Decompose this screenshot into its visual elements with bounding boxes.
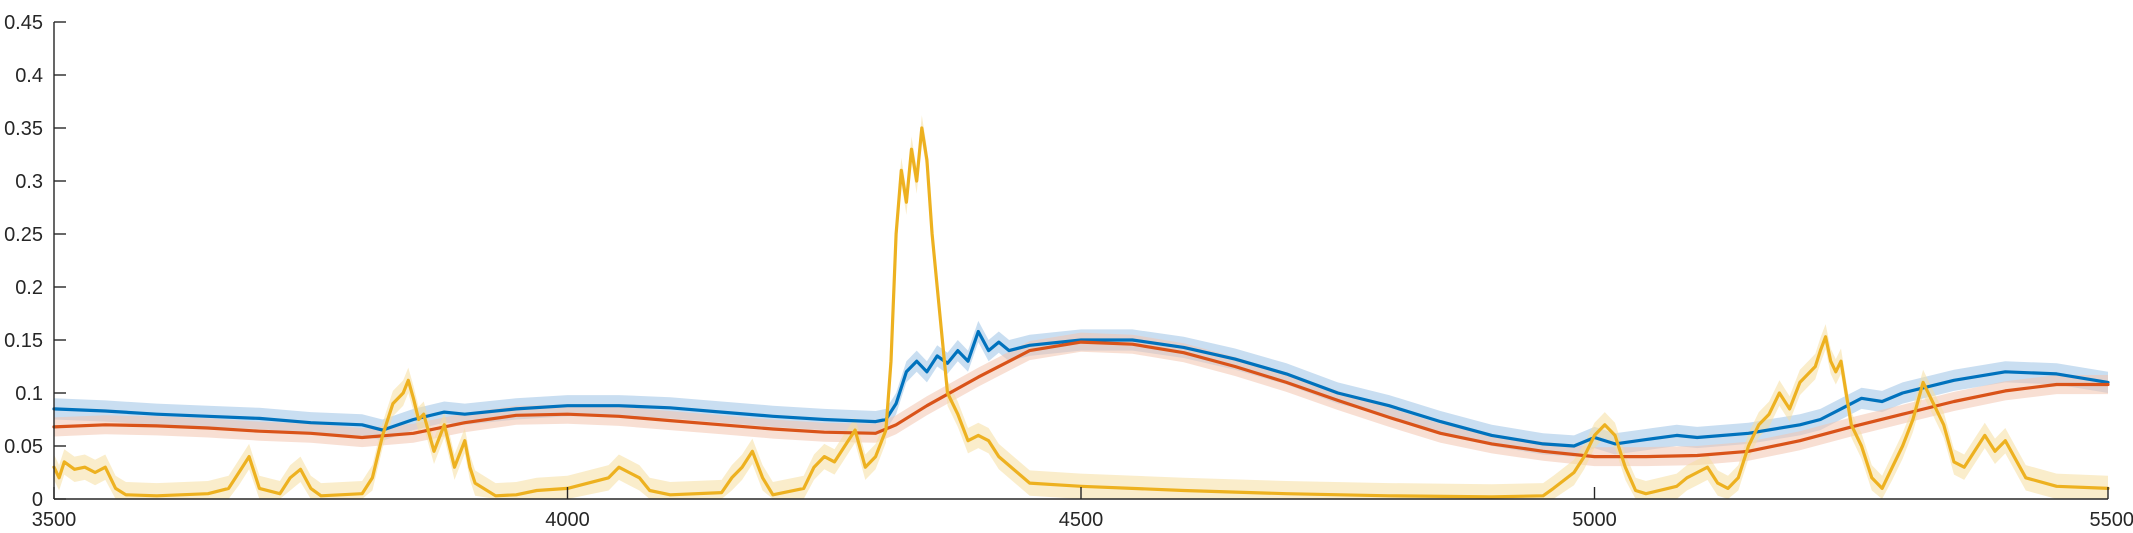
y-tick-label: 0.2 [15, 277, 43, 299]
y-tick-label: 0.05 [4, 436, 43, 458]
y-tick-label: 0.35 [4, 118, 43, 140]
series-3-line [52, 126, 2110, 499]
y-tick-label: 0.3 [15, 171, 43, 193]
x-axis-ticks: 3500 4000 4500 5000 5500 [32, 487, 2133, 531]
y-tick-label: 0.45 [4, 12, 43, 34]
x-tick-label: 4000 [545, 509, 590, 531]
series-2-band [54, 332, 2108, 467]
series-lines [52, 126, 2110, 499]
x-tick-label: 5500 [2090, 509, 2133, 531]
series-2-line [52, 340, 2110, 459]
y-axis-ticks: 0 0.05 0.1 0.15 0.2 0.25 0.3 0.35 0.4 0.45 [4, 12, 66, 511]
y-tick-label: 0.15 [4, 330, 43, 352]
confidence-bands [54, 115, 2108, 500]
x-tick-label: 5000 [1572, 509, 1617, 531]
y-tick-label: 0.4 [15, 65, 43, 87]
x-tick-label: 4500 [1059, 509, 1104, 531]
y-tick-label: 0.25 [4, 224, 43, 246]
x-tick-label: 3500 [32, 509, 77, 531]
axes: 3500 4000 4500 5000 5500 0 0.05 0.1 0.15 0.2 0.25… [4, 12, 2133, 531]
y-tick-label: 0.1 [15, 383, 43, 405]
y-tick-label: 0 [32, 489, 43, 511]
